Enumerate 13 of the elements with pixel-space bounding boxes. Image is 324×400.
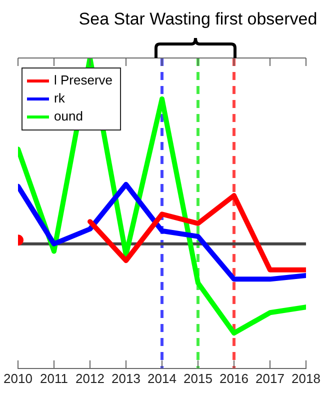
x-tick-label: 2017	[256, 370, 284, 386]
x-tick-label: 2015	[184, 370, 212, 386]
x-tick-label: 2016	[220, 370, 248, 386]
x-tick-label: 2013	[112, 370, 140, 386]
x-tick-label: 2010	[4, 370, 32, 386]
x-tick-label: 2018	[292, 370, 320, 386]
text: Sea Star Wasting first observed	[78, 10, 318, 29]
x-tick-label: 2014	[148, 370, 176, 386]
x-tick-label: 2012	[76, 370, 104, 386]
x-tick-label: 2011	[40, 370, 68, 386]
legend-label: ound	[54, 108, 83, 124]
legend-label: rk	[54, 90, 66, 106]
legend-label: l Preserve	[54, 72, 113, 88]
